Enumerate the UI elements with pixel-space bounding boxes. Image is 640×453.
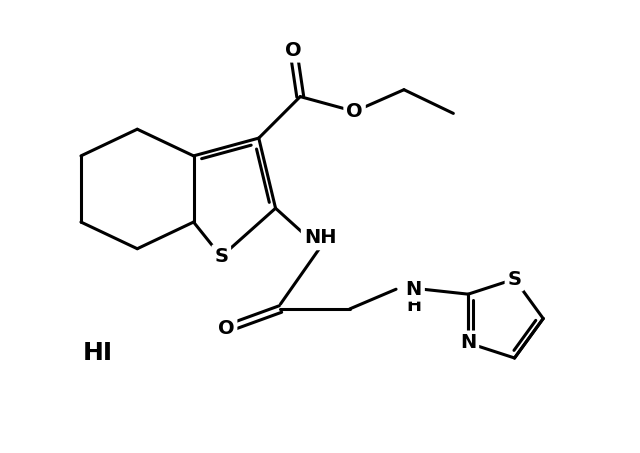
Text: O: O [346, 102, 363, 121]
Text: S: S [508, 270, 522, 289]
Text: S: S [214, 247, 228, 266]
Text: O: O [218, 319, 234, 338]
Text: HI: HI [83, 342, 113, 366]
Text: N: N [460, 333, 476, 352]
Text: H: H [406, 297, 421, 315]
Text: O: O [285, 41, 301, 60]
Text: NH: NH [304, 228, 336, 247]
Text: N: N [406, 280, 422, 299]
